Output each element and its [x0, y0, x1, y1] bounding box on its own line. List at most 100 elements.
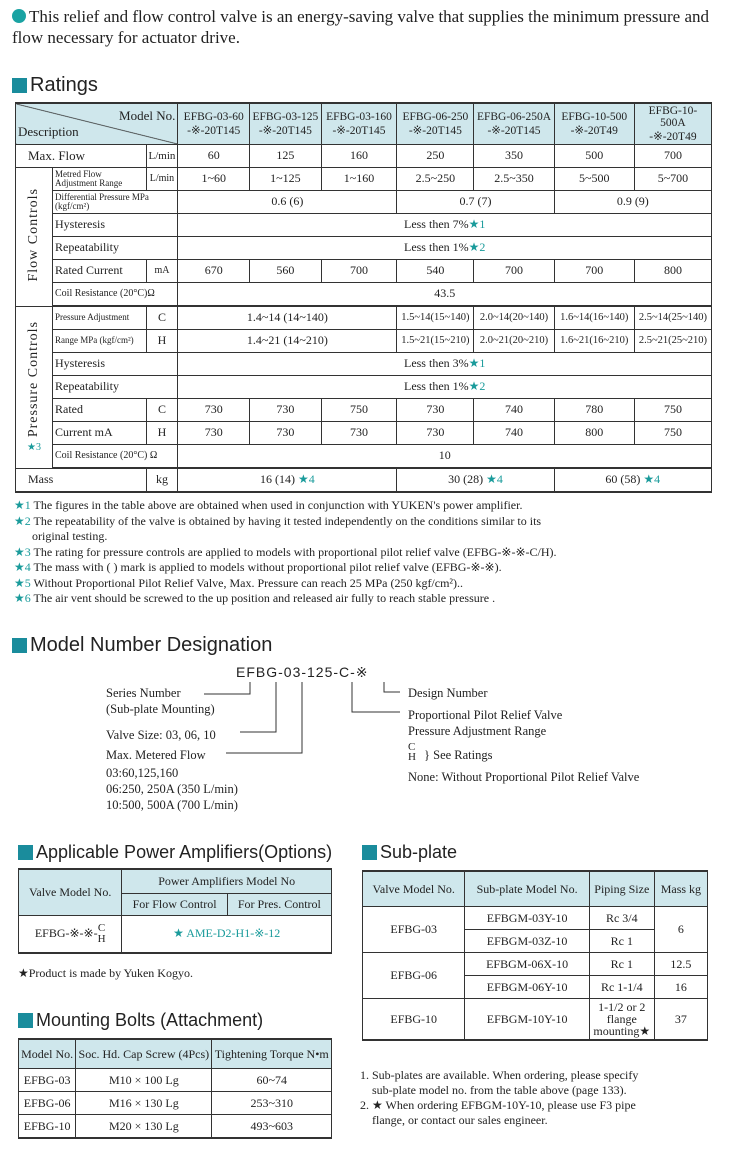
table-cell: 125: [249, 143, 322, 168]
table-row: EFBG-06 M16 × 130 Lg 253~310: [17, 1091, 332, 1115]
rep-label: Repeatability: [51, 374, 179, 399]
amplifiers-title: Applicable Power Amplifiers(Options): [36, 842, 333, 862]
amplifiers-note: ★Product is made by Yuken Kogyo.: [18, 966, 193, 980]
table-cell: 730: [396, 397, 475, 422]
table-cell: 0.7 (7): [396, 189, 555, 214]
note: ★6 The air vent should be screwed to the…: [14, 591, 496, 605]
note: ★4 The mass with ( ) mark is applied to …: [14, 560, 502, 574]
bolts-table: Model No. Soc. Hd. Cap Screw (4Pcs) Tighte…: [17, 1038, 332, 1139]
subplate-note: flange, or contact our sales engineer.: [360, 1113, 548, 1127]
table-cell: 540: [396, 258, 475, 283]
hdr: Power Amplifiers Model No: [121, 868, 332, 894]
table-row: EFBG-10 EFBGM-10Y-10 1-1/2 or 2 flange mou…: [361, 998, 709, 1041]
table-cell: M10 × 100 Lg: [75, 1068, 213, 1092]
designation-item: (Sub-plate Mounting): [106, 702, 215, 716]
hyst-label: Hysteresis: [51, 351, 179, 376]
coil-label: Coil Resistance (20°C) Ω: [51, 443, 179, 468]
table-cell: 730: [320, 420, 398, 445]
designation-item: C: [408, 741, 416, 753]
table-cell: EFBGM-06Y-10: [464, 975, 590, 999]
table-cell: Less then 3%★1: [177, 351, 712, 376]
table-cell: M16 × 130 Lg: [75, 1091, 213, 1115]
table-cell: 700: [553, 258, 635, 283]
square-icon: [12, 78, 27, 93]
table-cell: EFBG-06: [17, 1091, 77, 1115]
ratings-table: Model No. Description EFBG-03-60 -※-20T145…: [14, 102, 713, 493]
model-header: EFBG-03-160 -※-20T145: [320, 102, 398, 145]
rated-label: Rated: [52, 397, 147, 422]
table-cell: 2.5~250: [396, 166, 475, 191]
table-cell: 493~603: [211, 1114, 332, 1139]
designation-item: Pressure Adjustment Range: [408, 724, 547, 738]
table-cell: 60 (58) ★4: [553, 467, 713, 492]
designation-item: Max. Metered Flow: [106, 748, 206, 762]
table-cell: EFBG-10: [361, 998, 466, 1041]
subplate-title: Sub-plate: [380, 842, 458, 862]
table-cell: 800: [633, 258, 713, 283]
table-cell: 2.0~21(20~210): [473, 328, 555, 353]
designation-item: 06:250, 250A (350 L/min): [106, 782, 238, 796]
table-cell: Rc 1: [588, 952, 655, 976]
column-header: Tightening Torque N•m: [211, 1038, 332, 1069]
table-cell: EFBGM-10Y-10: [464, 998, 590, 1041]
metered-label: Metred Flow Adjustment Range: [52, 166, 147, 191]
table-cell: 60: [177, 143, 251, 168]
table-cell: 253~310: [211, 1091, 332, 1115]
note: ★3 The rating for pressure controls are …: [14, 544, 557, 559]
table-cell: 730: [177, 420, 251, 445]
table-cell: Less then 7%★1: [177, 212, 712, 237]
designation-heading: Model Number Designation: [12, 634, 272, 657]
unit: mA: [145, 258, 179, 283]
table-cell: 1~60: [177, 166, 251, 191]
table-cell: EFBGM-03Z-10: [464, 929, 590, 953]
table-cell: 1~125: [249, 166, 322, 191]
table-row: EFBG-10 M20 × 130 Lg 493~603: [17, 1114, 332, 1139]
table-cell: 2.5~14(25~140): [633, 305, 713, 330]
column-header: Mass kg: [653, 870, 709, 907]
designation-item: Valve Size: 03, 06, 10: [106, 728, 216, 742]
table-cell: EFBG-03: [17, 1068, 77, 1092]
amplifiers-heading: Applicable Power Amplifiers(Options): [18, 842, 332, 863]
note: ★5 Without Proportional Pilot Relief Val…: [14, 575, 464, 590]
designation-item: H: [408, 751, 416, 763]
table-cell: 30 (28) ★4: [396, 467, 555, 492]
table-cell: 740: [473, 397, 555, 422]
table-cell: 1-1/2 or 2 flange mounting★: [588, 998, 655, 1041]
designation-item: } See Ratings: [424, 748, 493, 762]
table-cell: 560: [249, 258, 322, 283]
column-header: Model No.: [17, 1038, 77, 1069]
table-cell: EFBG-10: [17, 1114, 77, 1139]
square-icon: [18, 1013, 33, 1028]
table-cell: EFBGM-06X-10: [464, 952, 590, 976]
ratings-title: Ratings: [30, 74, 98, 96]
ratings-heading: Ratings: [12, 74, 98, 97]
table-cell: 16 (14) ★4: [177, 467, 398, 492]
table-cell: 500: [553, 143, 635, 168]
amp-model: ★ AME-D2-H1-※-12: [121, 914, 332, 954]
table-cell: EFBG-06: [361, 952, 466, 999]
table-cell: 6: [653, 906, 709, 953]
designation-item: Proportional Pilot Relief Valve: [408, 708, 563, 722]
bolts-title: Mounting Bolts (Attachment): [36, 1010, 264, 1030]
table-cell: 1.4~14 (14~140): [177, 305, 398, 330]
flow-group: Flow Controls: [15, 166, 53, 307]
table-cell: Rc 1-1/4: [588, 975, 655, 999]
notes: ★1 The figures in the table above are ob…: [14, 498, 734, 607]
table-cell: 16: [653, 975, 709, 999]
table-cell: 10: [177, 443, 712, 468]
designation-item: None: Without Proportional Pilot Relief …: [408, 770, 640, 784]
corner-model-label: Model No.: [119, 107, 176, 123]
coil-label: Coil Resistance (20°C)Ω: [51, 281, 179, 306]
subplate-note: 2. ★ When ordering EFBGM-10Y-10, please …: [360, 1098, 636, 1112]
hdr: For Flow Control: [121, 892, 228, 916]
column-header: Piping Size: [588, 870, 655, 907]
table-cell: 730: [177, 397, 251, 422]
subplate-notes: 1. Sub-plates are available. When orderi…: [360, 1068, 638, 1128]
column-header: Sub-plate Model No.: [464, 870, 590, 907]
column-header: Valve Model No.: [361, 870, 466, 907]
rep-label: Repeatability: [51, 235, 179, 260]
intro-text: This relief and flow control valve is an…: [12, 6, 732, 48]
model-header: EFBG-03-125 -※-20T145: [249, 102, 322, 145]
table-cell: 5~500: [553, 166, 635, 191]
table-cell: 160: [320, 143, 398, 168]
